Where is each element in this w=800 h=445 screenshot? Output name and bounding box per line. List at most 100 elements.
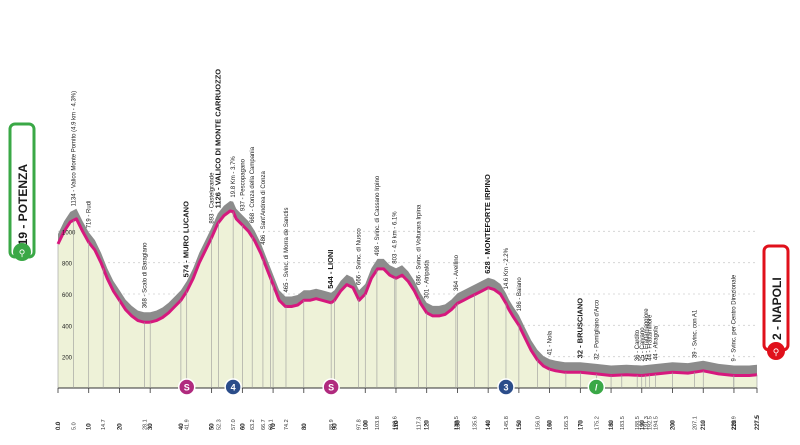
markers-layer: S 4 S 3 / (177, 378, 606, 396)
profile-area (58, 211, 757, 388)
point-km-5: 28.1 (142, 419, 148, 430)
km-label-3: 30 (148, 423, 154, 430)
point-km-42: 190 (640, 421, 646, 430)
point-label-38: 32 - Pomigliano d'Arco (594, 299, 600, 360)
point-km-14: 66.7 (261, 419, 267, 430)
y-tick-label-2: 600 (62, 293, 73, 299)
y-tick-label-3: 800 (62, 262, 73, 268)
point-label-32: 14.6 Km - 2.2% (504, 247, 510, 289)
bottom-km-layer: 0.0 10 20 30 40 50 60 70 80 90 100 110 120 130 140 150 1… (56, 388, 761, 430)
point-km-13: 63.2 (250, 419, 256, 430)
marker-symbol-2: S (328, 383, 334, 393)
point-label-14: 486 - Sant'Andrea di Conza (261, 171, 267, 245)
km-label-11: 110 (394, 420, 400, 430)
km-label-8: 80 (302, 423, 308, 430)
km-label-6: 60 (240, 423, 246, 430)
point-km-36: 165.3 (564, 416, 570, 430)
point-label-47: 39 - Svinc. con A1 (692, 309, 698, 358)
point-km-19: 88.9 (329, 419, 335, 430)
y-tick-label-0: 200 (62, 356, 73, 362)
y-tick-label-4: 1000 (62, 230, 76, 236)
finish-bike-glyph: ⚲ (773, 347, 780, 357)
marker-kom-icon (224, 378, 242, 396)
point-label-10: 1126 - VALICO DI MONTE CARRUOZZO (214, 69, 223, 209)
point-km-10: 52.3 (217, 419, 223, 430)
point-label-12: 937 - Pescopagano (240, 158, 246, 211)
marker-sprint-icon (322, 378, 340, 396)
point-km-29: 130 (455, 421, 461, 430)
point-km-21: 97.8 (356, 419, 362, 430)
km-label-9: 90 (333, 423, 339, 430)
point-km-33: 150 (517, 421, 523, 430)
bicycle-icon (13, 243, 31, 261)
point-km-41: 188.5 (635, 416, 641, 430)
point-label-43: 45 - Frattamaggiore (644, 308, 650, 361)
point-km-50: 220 (732, 421, 738, 430)
profile-line (56, 209, 758, 377)
marker-symbol-0: S (184, 383, 190, 393)
point-km-18: 80 (302, 424, 308, 430)
km-label-12: 120 (425, 419, 431, 430)
point-km-37: 170 (578, 421, 584, 430)
point-km-34: 156.0 (535, 416, 541, 430)
point-label-9: 893 - Castelgrande (210, 172, 216, 224)
point-km-27: 120 (425, 421, 431, 430)
point-km-23: 103.8 (375, 416, 381, 430)
km-label-5: 50 (210, 423, 216, 430)
point-label-31: 628 - MONTEFORTE IRPINO (483, 174, 492, 274)
point-km-40: 183.5 (620, 416, 626, 430)
point-km-12: 60 (240, 424, 246, 430)
point-km-43: 191.3 (644, 416, 650, 430)
point-km-17: 74.2 (284, 419, 290, 430)
point-label-11: 19.8 Km - 3.7% (231, 156, 237, 198)
km-label-14: 140 (486, 419, 492, 430)
km-label-7: 70 (271, 423, 277, 430)
point-km-38: 175.2 (594, 416, 600, 430)
points-layer: 0.0 5.0 1134 - Valico Monte Pomito (4.9 km… (56, 69, 761, 430)
point-km-7: 40 (179, 424, 185, 430)
km-label-23: 227.5 (755, 414, 761, 430)
point-label-27: 301 - Atripalda (425, 259, 431, 298)
point-label-49: 9 - Svinc. per Centro Direzionale (732, 274, 738, 361)
point-km-46: 200 (671, 421, 677, 430)
point-km-6: 30 (148, 424, 154, 430)
point-label-21: 666 - Svinc. di Nusco (356, 228, 362, 285)
km-label-13: 130 (455, 419, 461, 430)
km-label-21: 210 (701, 419, 707, 430)
point-km-35: 160 (548, 421, 554, 430)
point-km-2: 10 (87, 424, 93, 430)
point-km-11: 57.0 (231, 419, 237, 430)
bicycle-icon-finish (767, 342, 785, 360)
marker-intermediate-icon (587, 378, 606, 396)
point-km-51: 227.5 (755, 416, 761, 430)
point-label-42: 25 - Caivano (640, 327, 646, 362)
point-km-8: 41.9 (185, 419, 191, 430)
start-label: 919 - POTENZA (16, 164, 30, 252)
point-km-3: 14.7 (101, 419, 107, 430)
km-label-22: 220 (732, 419, 738, 430)
marker-symbol-3: 3 (503, 383, 508, 393)
point-km-45: 194.5 (654, 416, 660, 430)
point-km-32: 145.8 (504, 416, 510, 430)
point-label-23: 498 - Svinc. di Cassano Irpino (375, 175, 381, 256)
point-km-47: 207.1 (692, 416, 698, 430)
marker-symbol-1: 4 (231, 383, 236, 393)
km-label-18: 180 (609, 419, 615, 430)
km-label-10: 100 (363, 419, 369, 430)
point-km-24: 109.6 (393, 416, 399, 430)
profile-layer (56, 209, 758, 389)
km-label-1: 10 (87, 423, 93, 430)
point-label-35: 41 - Nola (548, 330, 554, 355)
point-label-41: 36 - Cardito (635, 329, 641, 361)
marker-symbol-4: / (595, 383, 598, 393)
km-label-16: 160 (548, 419, 554, 430)
km-label-4: 40 (179, 423, 185, 430)
point-km-39: 180 (609, 421, 615, 430)
point-km-31: 140 (486, 421, 492, 430)
point-km-15: 69.1 (268, 419, 274, 430)
point-km-26: 117.3 (416, 417, 422, 430)
start-bike-glyph: ⚲ (19, 248, 26, 258)
finish-block: 2 - NAPOLI ⚲ (762, 244, 790, 360)
km-label-2: 20 (117, 423, 123, 430)
